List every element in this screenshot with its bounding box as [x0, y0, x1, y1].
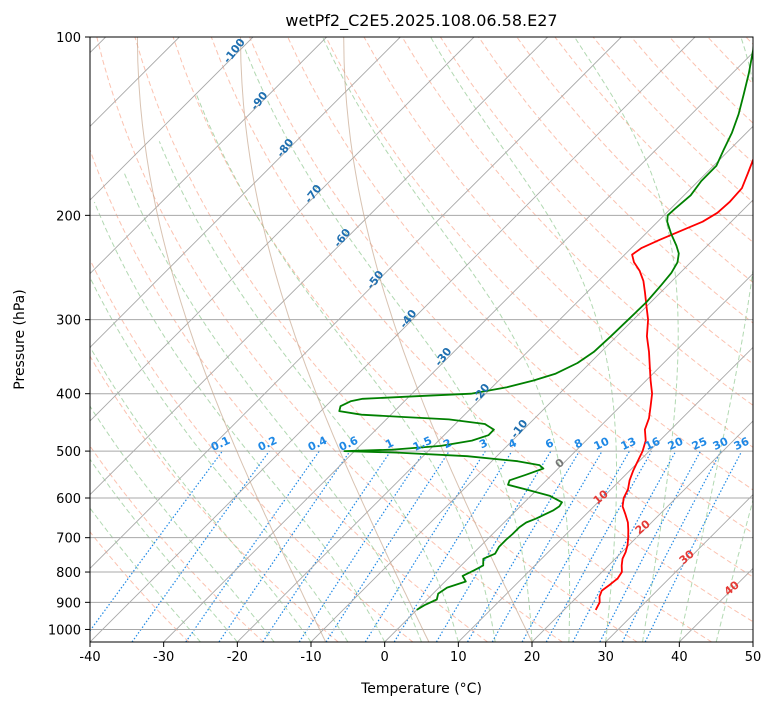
dry-adiabat-line	[401, 37, 753, 406]
x-tick-label: -20	[227, 650, 248, 665]
dry-adiabat-line	[90, 531, 190, 642]
mixing-ratio-label: 25	[690, 435, 709, 453]
y-tick-label: 800	[56, 566, 81, 581]
moist-adiabat-line	[93, 201, 386, 642]
mixing-ratio-line	[572, 450, 677, 642]
mixing-ratio-label: 30	[711, 435, 731, 453]
isotherm-line	[310, 199, 753, 642]
dry-adiabat-line	[96, 37, 563, 642]
x-tick-label: 30	[597, 650, 614, 665]
isotherm-line	[90, 37, 401, 348]
moist-adiabat-line	[244, 49, 533, 642]
moist-adiabat-line	[90, 458, 238, 642]
dry-adiabat-line	[90, 445, 264, 642]
dry-adiabat-line	[210, 37, 753, 623]
isotherm-line	[90, 37, 327, 275]
isotherm-line	[531, 420, 753, 642]
data-layer	[338, 37, 753, 611]
y-axis-label: Pressure (hPa)	[12, 289, 28, 389]
mixing-ratio-label: 20	[666, 435, 686, 453]
isotherm-line	[90, 37, 475, 422]
isotherm-line	[90, 37, 548, 496]
y-tick-label: 1000	[48, 623, 81, 638]
isotherm-line	[90, 37, 622, 569]
moist-adiabat-line	[124, 173, 422, 642]
stability-arc-line	[136, 37, 327, 642]
moist-adiabat-line	[574, 37, 679, 642]
moist-adiabat-line	[90, 345, 312, 642]
mixing-ratio-line	[545, 450, 653, 642]
y-tick-label: 500	[56, 445, 81, 460]
grid-layer	[90, 37, 753, 642]
dry-adiabat-line	[439, 37, 753, 365]
mixing-ratio-line	[393, 450, 513, 642]
isotherm-line	[605, 494, 753, 642]
mixing-ratio-line	[131, 450, 270, 642]
moist-adiabat-line	[90, 405, 275, 642]
tick-layer: -40 -30 -20 -10 0 10 20 30 40 50 100 200 300 400 500 60…	[48, 31, 761, 665]
plot-frame	[89, 36, 754, 643]
moist-adiabat-line	[678, 37, 753, 642]
isotherm-line	[458, 346, 753, 642]
moist-adiabat-line	[715, 498, 753, 642]
mixing-ratio-line	[218, 450, 351, 642]
dry-adiabat-line	[249, 37, 753, 578]
isotherm-line	[90, 37, 254, 201]
dry-adiabat-line	[172, 37, 712, 642]
x-tick-label: 20	[524, 650, 541, 665]
stability-arc-line	[240, 37, 430, 642]
x-tick-label: -10	[300, 650, 321, 665]
x-tick-label: 50	[745, 650, 762, 665]
mixing-ratio-label: 10	[592, 435, 612, 453]
moist-adiabat-line	[322, 37, 571, 642]
mixing-ratio-label: 13	[619, 435, 638, 453]
dry-adiabat-line	[90, 355, 339, 642]
x-tick-label: -40	[79, 650, 100, 665]
mixing-ratio-line	[262, 450, 392, 642]
mixing-ratio-line	[521, 450, 631, 642]
y-tick-label: 200	[56, 209, 81, 224]
dewpoint-profile-line	[338, 37, 753, 611]
x-tick-label: 40	[671, 650, 688, 665]
chart-title: wetPf2_C2E5.2025.108.06.58.E27	[285, 11, 557, 31]
mixing-ratio-line	[90, 450, 223, 632]
mixing-ratio-label: 36	[732, 435, 752, 453]
temperature-profile-line	[594, 157, 753, 611]
y-tick-label: 900	[56, 596, 81, 611]
x-axis-label: Temperature (°C)	[360, 681, 482, 697]
y-tick-label: 300	[56, 314, 81, 329]
y-tick-label: 600	[56, 492, 81, 507]
dry-adiabat-line	[90, 258, 414, 642]
isotherm-line	[90, 37, 696, 642]
dry-adiabat-line	[325, 37, 753, 491]
x-tick-label: -30	[153, 650, 174, 665]
y-tick-label: 700	[56, 532, 81, 547]
isotherm-line	[237, 125, 753, 642]
y-tick-label: 100	[56, 31, 81, 46]
y-tick-label: 400	[56, 388, 81, 403]
stability-arc-line	[343, 37, 533, 642]
mixing-ratio-line	[621, 450, 722, 642]
mixing-ratio-label: 16	[643, 435, 663, 453]
moist-adiabat-line	[430, 37, 617, 642]
mixing-ratio-line	[644, 450, 743, 642]
dry-adiabat-line	[90, 148, 488, 642]
isotherm-line	[384, 273, 753, 642]
mixing-ratio-line	[364, 450, 486, 642]
mixing-ratio-line	[599, 450, 702, 642]
isotherm-line	[163, 52, 753, 642]
moist-adiabat-line	[90, 276, 349, 642]
dry-adiabat-line	[134, 37, 638, 642]
mixing-ratio-line	[185, 450, 320, 642]
moist-adiabat-line	[195, 94, 496, 642]
x-tick-label: 0	[381, 650, 389, 665]
mixing-ratio-line	[435, 450, 552, 642]
x-tick-label: 10	[450, 650, 467, 665]
moist-adiabat-line	[90, 507, 201, 642]
mixing-ratio-line	[325, 450, 450, 642]
